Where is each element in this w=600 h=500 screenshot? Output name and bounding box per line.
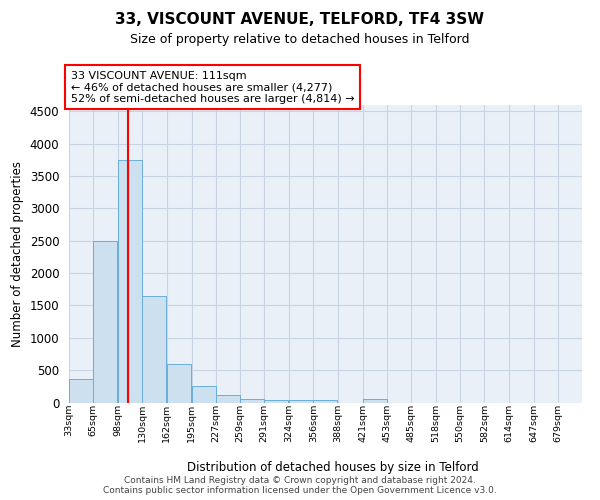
Bar <box>240 398 264 402</box>
Text: 33 VISCOUNT AVENUE: 111sqm
← 46% of detached houses are smaller (4,277)
52% of s: 33 VISCOUNT AVENUE: 111sqm ← 46% of deta… <box>71 70 354 104</box>
Bar <box>289 400 313 402</box>
Text: Distribution of detached houses by size in Telford: Distribution of detached houses by size … <box>187 461 479 474</box>
Y-axis label: Number of detached properties: Number of detached properties <box>11 161 24 347</box>
Text: 33, VISCOUNT AVENUE, TELFORD, TF4 3SW: 33, VISCOUNT AVENUE, TELFORD, TF4 3SW <box>115 12 485 28</box>
Bar <box>362 399 386 402</box>
Bar <box>118 160 142 402</box>
Text: Size of property relative to detached houses in Telford: Size of property relative to detached ho… <box>130 32 470 46</box>
Bar <box>191 386 215 402</box>
Text: Contains HM Land Registry data © Crown copyright and database right 2024.
Contai: Contains HM Land Registry data © Crown c… <box>103 476 497 495</box>
Bar <box>93 241 117 402</box>
Bar <box>216 396 240 402</box>
Bar <box>313 400 337 402</box>
Bar <box>69 378 93 402</box>
Bar <box>142 296 166 403</box>
Bar <box>167 364 191 403</box>
Bar <box>264 400 288 402</box>
